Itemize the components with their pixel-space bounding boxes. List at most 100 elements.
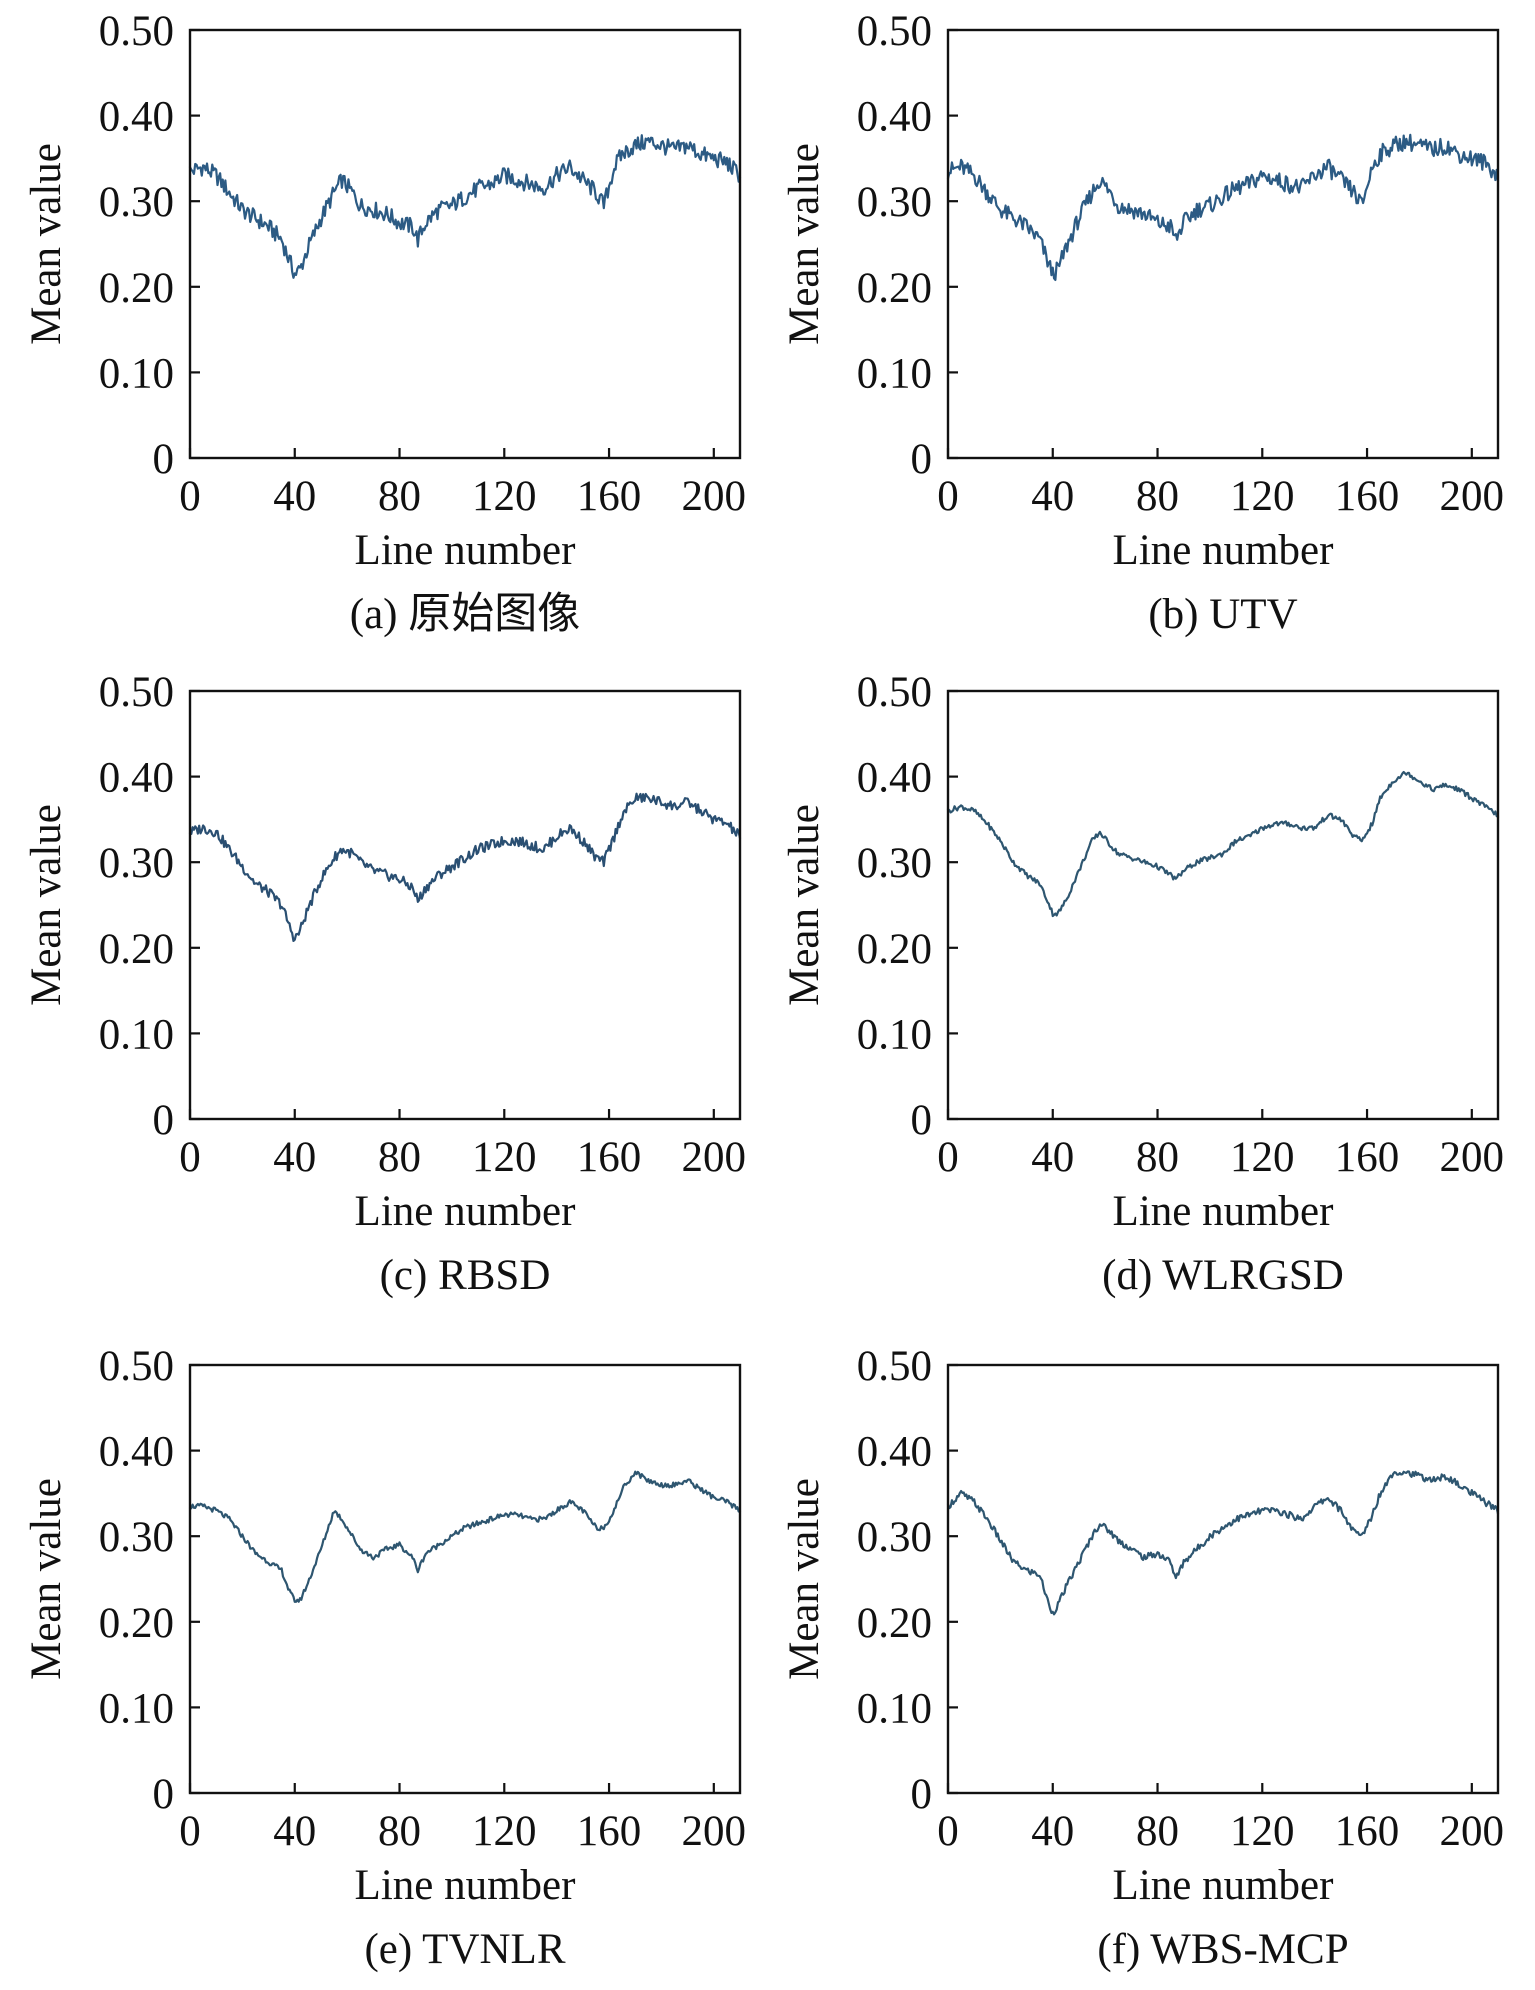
y-tick-label: 0.50	[99, 8, 174, 55]
series-line	[946, 133, 1500, 281]
panel-caption: (c) RBSD	[380, 1252, 551, 1299]
x-tick-label: 80	[1136, 473, 1179, 520]
x-tick-label: 40	[1031, 473, 1074, 520]
x-tick-label: 0	[937, 473, 959, 520]
panel-caption: (f) WBS-MCP	[1097, 1926, 1348, 1973]
y-tick-label: 0.50	[99, 1343, 174, 1390]
x-tick-label: 120	[472, 473, 537, 520]
x-tick-label: 40	[273, 473, 316, 520]
y-tick-label: 0.20	[99, 1600, 174, 1647]
y-tick-label: 0.20	[99, 926, 174, 973]
x-tick-label: 120	[1230, 1134, 1295, 1181]
x-tick-label: 160	[1335, 473, 1400, 520]
y-tick-label: 0	[911, 436, 933, 483]
x-axis-label: Line number	[355, 527, 576, 574]
y-tick-label: 0.30	[857, 1514, 932, 1561]
x-tick-label: 120	[1230, 473, 1295, 520]
x-axis-label: Line number	[1113, 527, 1334, 574]
plot-frame	[188, 28, 742, 460]
panel-2: 0 40 80 120 160 200 0 0.10 0.20 0.30 0.40 0.50 Line …	[23, 669, 746, 1299]
panel-caption: (b) UTV	[1148, 591, 1297, 638]
panel-5: 0 40 80 120 160 200 0 0.10 0.20 0.30 0.40 0.50 Line …	[781, 1343, 1504, 1973]
y-axis-label: Mean value	[781, 143, 828, 345]
plot-frame	[946, 28, 1500, 460]
x-tick-label: 200	[1440, 473, 1505, 520]
y-tick-label: 0.50	[857, 1343, 932, 1390]
y-tick-label: 0.30	[99, 179, 174, 226]
x-tick-label: 160	[577, 1134, 642, 1181]
plot-frame	[188, 689, 742, 1121]
x-axis-label: Line number	[355, 1188, 576, 1235]
x-tick-label: 0	[179, 473, 201, 520]
y-tick-label: 0.50	[857, 8, 932, 55]
x-tick-label: 200	[1440, 1808, 1505, 1855]
x-tick-label: 200	[1440, 1134, 1505, 1181]
x-tick-label: 120	[472, 1134, 537, 1181]
series-line	[188, 792, 742, 943]
y-tick-label: 0.40	[99, 1429, 174, 1476]
x-tick-label: 40	[1031, 1808, 1074, 1855]
x-tick-label: 160	[1335, 1808, 1400, 1855]
x-tick-label: 80	[1136, 1134, 1179, 1181]
x-tick-label: 80	[378, 1134, 421, 1181]
y-tick-label: 0.20	[857, 265, 932, 312]
y-tick-label: 0	[911, 1097, 933, 1144]
y-tick-label: 0.10	[857, 1011, 932, 1058]
y-tick-label: 0.40	[857, 755, 932, 802]
y-tick-label: 0.50	[857, 669, 932, 716]
y-tick-label: 0.20	[99, 265, 174, 312]
y-axis-label: Mean value	[781, 1478, 828, 1680]
y-tick-label: 0.30	[99, 840, 174, 887]
x-tick-label: 160	[577, 1808, 642, 1855]
y-axis-label: Mean value	[781, 804, 828, 1006]
y-tick-label: 0.40	[857, 1429, 932, 1476]
x-tick-label: 80	[378, 473, 421, 520]
y-tick-label: 0.10	[99, 1011, 174, 1058]
y-tick-label: 0.40	[857, 94, 932, 141]
y-tick-label: 0.20	[857, 1600, 932, 1647]
y-tick-label: 0	[153, 1097, 175, 1144]
x-tick-label: 0	[937, 1808, 959, 1855]
y-tick-label: 0.40	[99, 94, 174, 141]
x-tick-label: 0	[179, 1808, 201, 1855]
y-tick-label: 0.10	[99, 1685, 174, 1732]
panel-caption: (d) WLRGSD	[1102, 1252, 1344, 1299]
series-line	[946, 1470, 1500, 1616]
panel-caption: (e) TVNLR	[364, 1926, 565, 1973]
panel-3: 0 40 80 120 160 200 0 0.10 0.20 0.30 0.40 0.50 Line …	[781, 669, 1504, 1299]
panel-4: 0 40 80 120 160 200 0 0.10 0.20 0.30 0.40 0.50 Line …	[23, 1343, 746, 1973]
y-tick-label: 0.30	[857, 840, 932, 887]
y-tick-label: 0	[153, 1771, 175, 1818]
y-tick-label: 0.10	[857, 350, 932, 397]
x-tick-label: 40	[273, 1808, 316, 1855]
y-tick-label: 0.20	[857, 926, 932, 973]
x-tick-label: 160	[577, 473, 642, 520]
series-line	[946, 770, 1500, 918]
x-axis-label: Line number	[1113, 1188, 1334, 1235]
panel-1: 0 40 80 120 160 200 0 0.10 0.20 0.30 0.40 0.50 Line …	[781, 8, 1504, 638]
y-tick-label: 0.30	[99, 1514, 174, 1561]
x-tick-label: 200	[682, 1134, 747, 1181]
y-tick-label: 0.30	[857, 179, 932, 226]
x-tick-label: 200	[682, 1808, 747, 1855]
x-tick-label: 0	[179, 1134, 201, 1181]
y-tick-label: 0.10	[99, 350, 174, 397]
x-axis-label: Line number	[1113, 1862, 1334, 1909]
x-tick-label: 120	[472, 1808, 537, 1855]
y-axis-label: Mean value	[23, 804, 70, 1006]
x-axis-label: Line number	[355, 1862, 576, 1909]
y-axis-label: Mean value	[23, 1478, 70, 1680]
x-tick-label: 80	[1136, 1808, 1179, 1855]
x-tick-label: 40	[273, 1134, 316, 1181]
panel-0: 0 40 80 120 160 200 0 0.10 0.20 0.30 0.40 0.50 Line …	[23, 8, 746, 638]
panel-caption: (a) 原始图像	[350, 591, 580, 638]
x-tick-label: 120	[1230, 1808, 1295, 1855]
x-tick-label: 160	[1335, 1134, 1400, 1181]
x-tick-label: 200	[682, 473, 747, 520]
y-tick-label: 0.50	[99, 669, 174, 716]
plot-frame	[946, 689, 1500, 1121]
y-axis-label: Mean value	[23, 143, 70, 345]
x-tick-label: 0	[937, 1134, 959, 1181]
series-line	[188, 134, 742, 279]
